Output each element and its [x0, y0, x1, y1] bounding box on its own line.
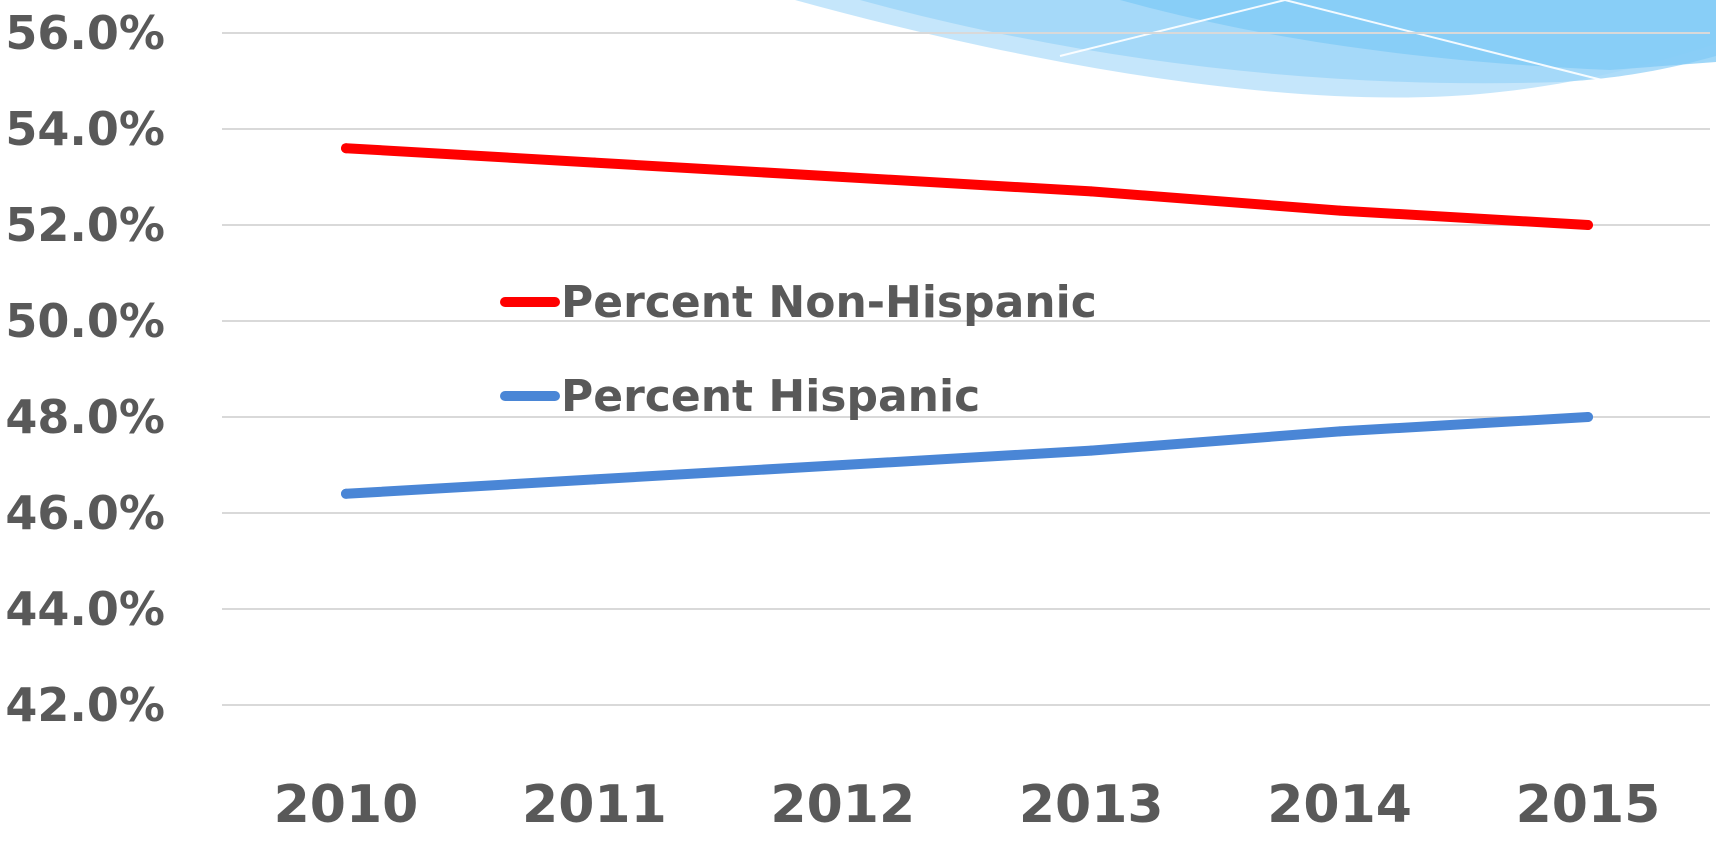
gridlines — [222, 32, 1710, 706]
legend: Percent Non-Hispanic Percent Hispanic — [500, 277, 1097, 422]
data-point — [1086, 445, 1097, 456]
y-tick-label: 42.0% — [5, 678, 165, 732]
x-tick-label: 2010 — [274, 775, 419, 835]
data-point — [837, 172, 848, 182]
data-point — [1583, 220, 1593, 230]
y-tick-label: 52.0% — [5, 198, 165, 252]
x-tick-label: 2015 — [1516, 775, 1661, 835]
data-point — [837, 460, 848, 470]
x-axis-ticks: 2010 2011 2012 2013 2014 2015 — [274, 775, 1661, 835]
x-tick-label: 2014 — [1267, 775, 1412, 835]
decorative-wave — [795, 0, 1716, 98]
legend-label: Percent Non-Hispanic — [561, 277, 1097, 328]
y-tick-label: 50.0% — [5, 294, 165, 348]
data-point — [1583, 412, 1593, 422]
decorative-wave-front — [1120, 0, 1716, 70]
data-point — [341, 143, 351, 154]
y-tick-label: 46.0% — [5, 486, 165, 540]
x-tick-label: 2011 — [522, 775, 667, 835]
series-lines — [341, 143, 1593, 499]
data-point — [1334, 205, 1345, 216]
data-point — [1334, 426, 1345, 437]
y-tick-label: 44.0% — [5, 582, 165, 636]
y-axis-ticks: 42.0% 44.0% 46.0% 48.0% 50.0% 52.0% 54.0% 56.0% — [5, 6, 165, 732]
data-point — [589, 157, 600, 168]
x-tick-label: 2013 — [1019, 775, 1164, 835]
y-tick-label: 56.0% — [5, 6, 165, 60]
decorative-wave-line — [1059, 0, 1611, 83]
y-tick-label: 54.0% — [5, 102, 165, 156]
series-line-hispanic — [341, 412, 1593, 499]
y-tick-label: 48.0% — [5, 390, 165, 444]
data-point — [341, 488, 351, 499]
x-tick-label: 2012 — [770, 775, 915, 835]
data-point — [589, 474, 600, 485]
series-line-non-hispanic — [341, 143, 1593, 230]
data-point — [1086, 186, 1097, 197]
legend-label: Percent Hispanic — [561, 371, 980, 422]
